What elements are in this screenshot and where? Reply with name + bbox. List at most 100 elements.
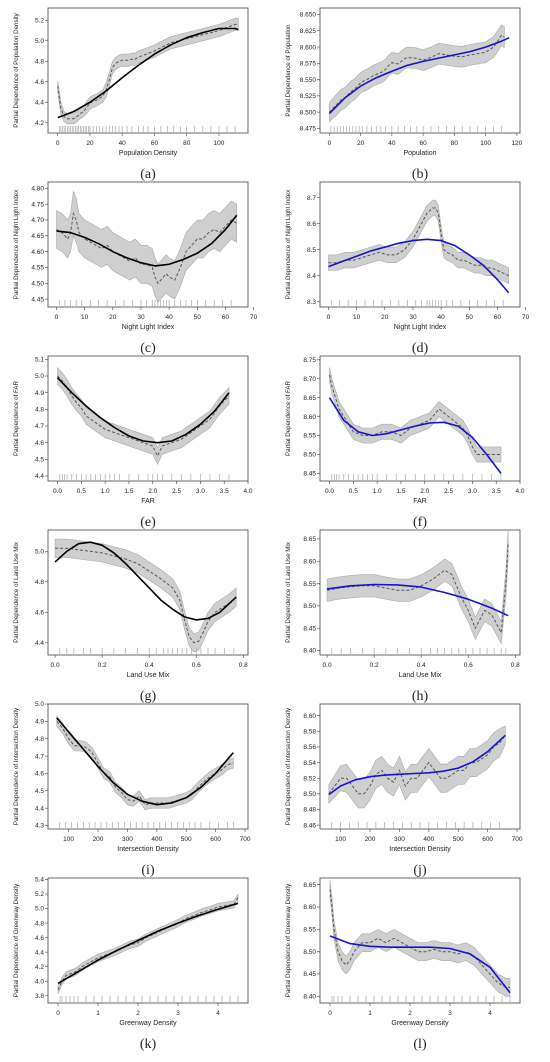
y-tick-label: 8.65 — [303, 882, 316, 889]
plot-area — [329, 880, 511, 1002]
confidence-band — [328, 725, 506, 809]
x-tick-label: 20 — [357, 140, 365, 147]
y-tick-label: 4.4 — [35, 473, 44, 480]
x-tick-label: 1.5 — [396, 488, 405, 495]
confidence-band — [328, 199, 509, 285]
panel-caption: (a) — [140, 167, 156, 182]
fitted-curve — [56, 717, 234, 806]
y-tick-label: 8.60 — [303, 414, 316, 421]
y-tick-label: 8.60 — [303, 558, 316, 565]
panel-caption: (g) — [140, 689, 157, 704]
x-tick-label: 60 — [151, 140, 159, 147]
y-tick-label: 8.7 — [307, 195, 316, 202]
x-tick-label: 30 — [137, 314, 145, 321]
fitted-curve — [329, 935, 511, 994]
x-tick-label: 60 — [494, 314, 502, 321]
panel-caption: (c) — [140, 341, 156, 356]
y-axis-label: Partial Dependence of Land Use Mix — [13, 541, 20, 643]
confidence-band — [57, 892, 239, 994]
y-tick-label: 4.55 — [31, 265, 44, 272]
x-tick-label: 60 — [420, 140, 428, 147]
fitted-curve — [328, 37, 510, 115]
x-tick-label: 3.0 — [468, 488, 477, 495]
plot-frame — [319, 7, 521, 134]
x-axis-label: FAR — [141, 498, 155, 505]
x-tick-label: 0.8 — [239, 662, 248, 669]
confidence-band — [329, 24, 505, 123]
panel-caption: (f) — [413, 515, 427, 530]
y-tick-label: 4.6 — [35, 935, 44, 942]
y-tick-label: 5.0 — [35, 906, 44, 913]
x-tick-label: 0.6 — [464, 662, 473, 669]
y-tick-label: 8.5 — [307, 247, 316, 254]
y-axis-label: Partial Dependence of Intersection Densi… — [285, 707, 292, 825]
y-axis-label: Partial Dependence of FAR — [13, 380, 20, 456]
x-tick-label: 0.6 — [192, 662, 201, 669]
x-tick-label: 0.2 — [370, 662, 379, 669]
y-axis-label: Partial Dependence of Night Light Index — [13, 189, 20, 299]
x-tick-label: 300 — [122, 836, 133, 843]
partial-dependence-line — [328, 207, 509, 277]
y-tick-label: 4.8 — [35, 407, 44, 414]
x-tick-label: 200 — [365, 836, 376, 843]
x-tick-label: 3 — [176, 1010, 180, 1017]
y-tick-label: 8.50 — [303, 603, 316, 610]
y-tick-label: 4.4 — [35, 640, 44, 647]
panel-caption: (j) — [413, 863, 427, 878]
y-tick-label: 8.50 — [303, 949, 316, 956]
fitted-curve — [57, 27, 239, 119]
x-axis-label: Night Light Index — [394, 324, 447, 331]
x-tick-label: 70 — [522, 314, 530, 321]
y-axis-label: Partial Dependence of Greenway Density — [285, 883, 292, 997]
y-tick-label: 8.575 — [300, 61, 317, 68]
x-tick-label: 50 — [194, 314, 202, 321]
plot-frame — [47, 355, 249, 482]
y-tick-label: 4.4 — [35, 949, 44, 956]
x-tick-label: 1.5 — [124, 488, 133, 495]
y-tick-label: 8.52 — [303, 775, 316, 782]
y-tick-label: 8.48 — [303, 807, 316, 814]
x-tick-label: 30 — [409, 314, 417, 321]
y-tick-label: 4.75 — [31, 201, 44, 208]
panel-caption: (k) — [140, 1037, 157, 1052]
fitted-curve — [328, 238, 510, 294]
y-tick-label: 8.54 — [303, 760, 316, 767]
x-axis-label: Night Light Index — [122, 324, 175, 331]
panel-caption: (i) — [141, 863, 155, 878]
x-tick-label: 3.0 — [196, 488, 205, 495]
x-tick-label: 80 — [451, 140, 459, 147]
x-tick-label: 0 — [328, 140, 332, 147]
fitted-curve — [57, 902, 239, 985]
x-tick-label: 70 — [250, 314, 258, 321]
y-tick-label: 8.40 — [303, 648, 316, 655]
y-tick-label: 8.3 — [307, 299, 316, 306]
panel-k: 0 1 2 3 4 3.8 4.0 4.2 4.4 4.6 4.8 5.0 5.2 5.4 Greenway… — [13, 877, 249, 1052]
x-tick-label: 100 — [63, 836, 74, 843]
x-tick-label: 700 — [512, 836, 523, 843]
y-tick-label: 5.0 — [35, 549, 44, 556]
panel-caption: (h) — [412, 689, 429, 704]
y-tick-label: 8.70 — [303, 376, 316, 383]
fitted-curve — [328, 397, 502, 474]
partial-dependence-line — [56, 211, 237, 285]
y-tick-label: 5.0 — [35, 373, 44, 380]
y-tick-label: 3.8 — [35, 993, 44, 1000]
x-tick-label: 40 — [438, 314, 446, 321]
partial-dependence-line — [327, 543, 509, 635]
y-tick-label: 5.2 — [35, 17, 44, 24]
y-tick-label: 8.60 — [303, 713, 316, 720]
y-tick-label: 4.50 — [31, 280, 44, 287]
x-tick-label: 500 — [453, 836, 464, 843]
y-tick-label: 8.50 — [303, 452, 316, 459]
x-tick-label: 2 — [136, 1010, 140, 1017]
x-tick-label: 40 — [388, 140, 396, 147]
plot-area — [57, 17, 239, 132]
y-tick-label: 4.8 — [35, 579, 44, 586]
panel-i: 100 200 300 400 500 600 700 4.3 4.4 4.5 4.6 4.7 4.8 4… — [13, 701, 251, 878]
x-tick-label: 100 — [335, 836, 346, 843]
partial-dependence-line — [55, 547, 237, 644]
x-tick-label: 20 — [86, 140, 94, 147]
panel-e: 0.0 0.5 1.0 1.5 2.0 2.5 3.0 3.5 4.0 4.4 4.5 4.6 4.7 4… — [13, 355, 253, 530]
x-tick-label: 20 — [381, 314, 389, 321]
fitted-curve — [56, 214, 238, 267]
